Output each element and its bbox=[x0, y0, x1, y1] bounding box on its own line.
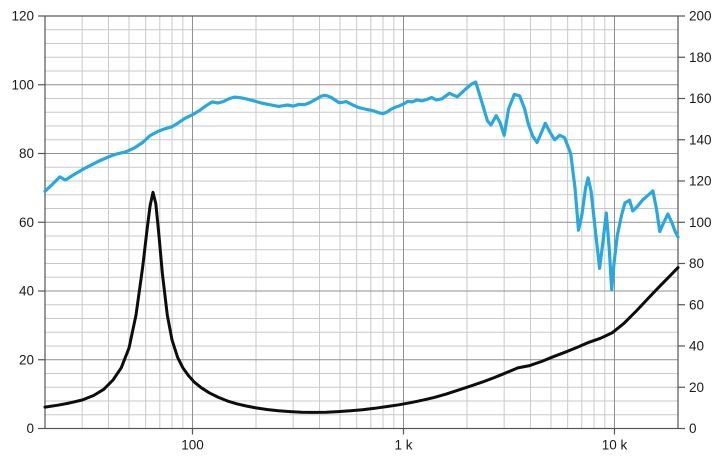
x-tick-label: 10 k bbox=[602, 438, 628, 453]
y-left-tick-label: 40 bbox=[19, 284, 34, 299]
y-right-tick-label: 80 bbox=[689, 256, 704, 271]
axis-labels: 0 20 40 60 80 100 120 0 20 40 60 80 100 120 140 160 180 2… bbox=[11, 9, 711, 453]
y-right-tick-label: 200 bbox=[689, 9, 712, 24]
impedance-curve bbox=[43, 190, 680, 414]
grid-major bbox=[45, 16, 678, 429]
y-right-tick-label: 140 bbox=[689, 132, 712, 147]
y-right-tick-label: 160 bbox=[689, 91, 712, 106]
y-left-tick-label: 100 bbox=[11, 77, 34, 92]
y-left-tick-label: 20 bbox=[19, 352, 34, 367]
y-right-tick-label: 180 bbox=[689, 50, 712, 65]
axis-ticks bbox=[38, 15, 685, 435]
y-right-tick-label: 60 bbox=[689, 297, 704, 312]
y-left-tick-label: 120 bbox=[11, 9, 34, 24]
y-right-tick-label: 0 bbox=[689, 421, 697, 436]
y-left-tick-label: 0 bbox=[26, 421, 34, 436]
y-right-tick-label: 40 bbox=[689, 339, 704, 354]
x-tick-label: 1 k bbox=[394, 438, 412, 453]
y-right-tick-label: 100 bbox=[689, 215, 712, 230]
y-left-tick-label: 60 bbox=[19, 215, 34, 230]
y-right-tick-label: 20 bbox=[689, 380, 704, 395]
y-left-tick-label: 80 bbox=[19, 146, 34, 161]
x-tick-label: 100 bbox=[181, 438, 204, 453]
y-right-tick-label: 120 bbox=[689, 174, 712, 189]
spl-frequency-response-curve bbox=[43, 80, 680, 292]
